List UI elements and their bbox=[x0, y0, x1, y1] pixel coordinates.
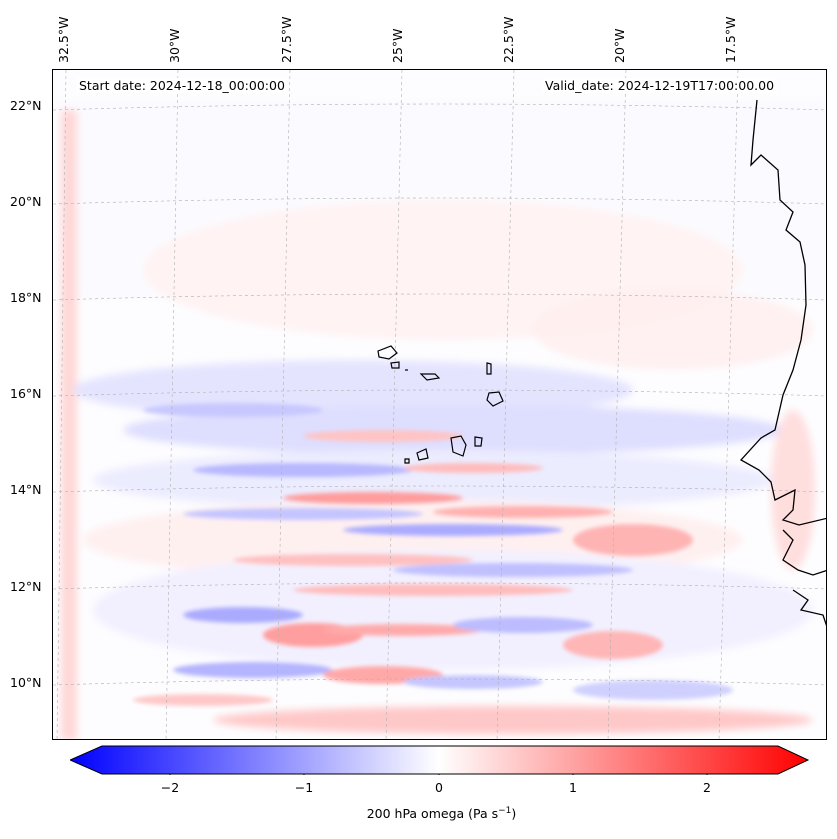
latitude-label: 12°N bbox=[10, 579, 42, 594]
graticule bbox=[53, 70, 826, 739]
coastlines bbox=[739, 99, 826, 627]
omega-shading-bands bbox=[133, 403, 733, 706]
valid-date-label: Valid_date: 2024-12-19T17:00:00.00 bbox=[542, 78, 778, 93]
latitude-label: 16°N bbox=[10, 386, 42, 401]
longitude-label: 22.5°W bbox=[501, 16, 516, 63]
colorbar-tick-label: 0 bbox=[435, 780, 443, 795]
latitude-label: 18°N bbox=[10, 290, 42, 305]
longitude-label: 25°W bbox=[390, 28, 405, 63]
colorbar-label: 200 hPa omega (Pa s−1) bbox=[366, 806, 517, 822]
longitude-label: 17.5°W bbox=[723, 16, 738, 63]
map-panel bbox=[52, 69, 827, 740]
cape-verde-islands bbox=[377, 345, 504, 464]
latitude-label: 22°N bbox=[10, 98, 42, 113]
colorbar-tick-label: −2 bbox=[160, 780, 180, 795]
omega-shading-broad bbox=[53, 100, 826, 739]
longitude-label: 20°W bbox=[612, 28, 627, 63]
colorbar-tick-label: 2 bbox=[703, 780, 711, 795]
latitude-label: 20°N bbox=[10, 194, 42, 209]
latitude-label: 14°N bbox=[10, 482, 42, 497]
colorbar-tick-label: 1 bbox=[569, 780, 577, 795]
colorbar-ramp bbox=[70, 745, 810, 775]
omega-field-map bbox=[53, 70, 826, 739]
africa-coastline bbox=[739, 99, 826, 526]
colorbar-tick-label: −1 bbox=[294, 780, 314, 795]
longitude-label: 27.5°W bbox=[279, 16, 294, 63]
start-date-label: Start date: 2024-12-18_00:00:00 bbox=[76, 78, 288, 93]
longitude-label: 32.5°W bbox=[56, 16, 71, 63]
colorbar bbox=[70, 745, 810, 775]
latitude-label: 10°N bbox=[10, 675, 42, 690]
longitude-label: 30°W bbox=[167, 28, 182, 63]
